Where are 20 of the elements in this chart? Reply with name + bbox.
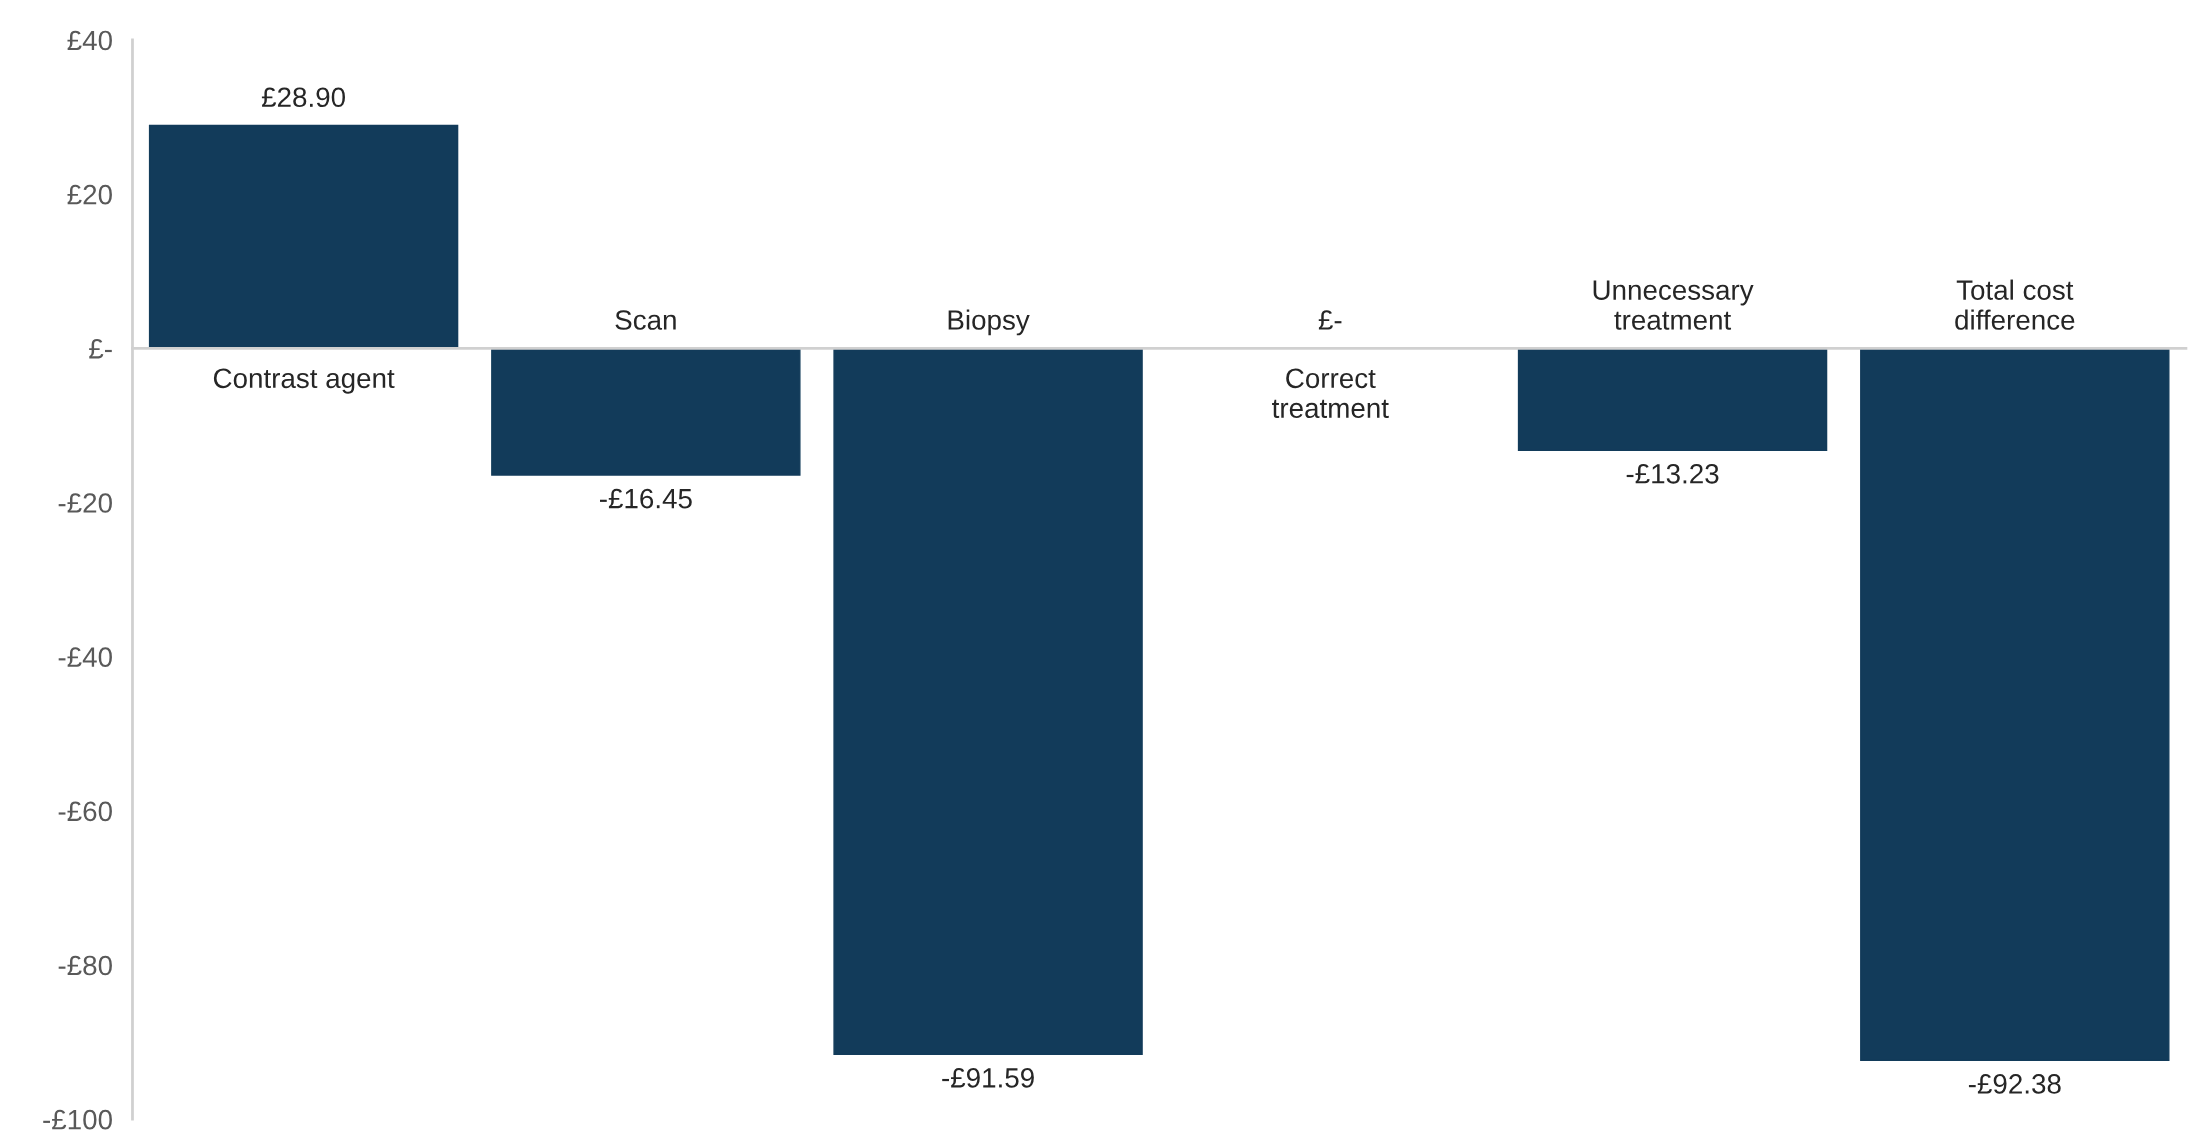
x-tick-label: Contrast agent xyxy=(213,368,395,394)
x-tick-label: Biopsy xyxy=(948,309,1030,336)
y-tick-label: -£60 xyxy=(58,801,112,822)
x-tick-label: Correct treatment xyxy=(1272,368,1389,419)
data-label: -£16.45 xyxy=(599,488,692,509)
data-label: -£13.23 xyxy=(1626,463,1719,484)
y-tick-label: -£100 xyxy=(43,1109,112,1130)
data-label: £28.90 xyxy=(261,87,345,108)
y-tick-label: £40 xyxy=(67,30,112,51)
y-tick-label: £20 xyxy=(67,184,112,205)
x-tick-label: Unnecessary treatment xyxy=(1593,280,1754,330)
y-tick-label: -£40 xyxy=(58,647,112,667)
data-label: £- xyxy=(1318,310,1342,330)
data-label: -£91.59 xyxy=(942,1068,1034,1088)
y-tick-label: -£80 xyxy=(58,955,112,976)
data-label: -£92.38 xyxy=(1968,1074,2061,1094)
y-tick-label: £- xyxy=(89,338,112,359)
y-tick-label: -£20 xyxy=(58,493,112,513)
x-tick-label: Scan xyxy=(615,310,676,330)
x-tick-label: Total cost difference xyxy=(1955,279,2075,330)
